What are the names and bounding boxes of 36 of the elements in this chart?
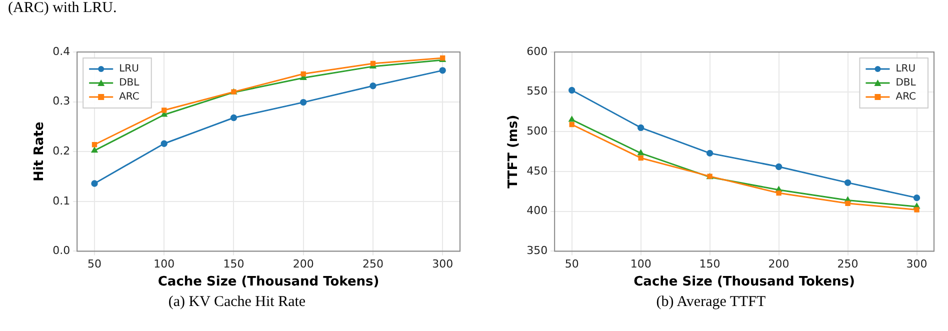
legend-label: ARC: [896, 92, 916, 103]
x-tick-label: 200: [768, 258, 790, 271]
y-tick-label: 350: [526, 244, 548, 258]
x-tick-label: 50: [88, 258, 102, 271]
x-tick-label: 250: [837, 258, 858, 271]
legend-label: DBL: [119, 78, 140, 89]
x-tick-label: 200: [292, 258, 314, 271]
text: (b) Average TTFT: [655, 294, 767, 311]
x-tick-label: 150: [699, 258, 720, 271]
y-tick-label: 400: [526, 204, 548, 218]
y-tick-label: 0.0: [52, 244, 70, 258]
x-axis-title: Cache Size (Thousand Tokens): [634, 274, 855, 290]
y-tick-label: 0.1: [52, 194, 70, 208]
legend-label: DBL: [896, 78, 916, 89]
x-tick-label: 250: [362, 258, 384, 271]
x-tick-label: 100: [154, 258, 175, 271]
text: (ARC) with LRU.: [8, 0, 117, 17]
y-tick-label: 500: [526, 124, 548, 138]
text: (a) KV Cache Hit Rate: [167, 294, 307, 311]
legend-label: ARC: [119, 92, 140, 103]
x-axis-title: Cache Size (Thousand Tokens): [158, 274, 380, 290]
x-tick-label: 150: [223, 258, 244, 271]
y-tick-label: 0.3: [52, 94, 70, 108]
y-tick-label: 0.4: [52, 44, 70, 58]
legend-label: LRU: [896, 64, 916, 75]
legend-label: LRU: [119, 64, 139, 75]
y-tick-label: 450: [526, 164, 548, 178]
y-axis-title: TTFT (ms): [506, 114, 522, 188]
y-axis-title: Hit Rate: [32, 121, 48, 182]
x-tick-label: 100: [630, 258, 652, 271]
x-tick-label: 300: [906, 258, 928, 271]
y-tick-label: 550: [526, 84, 548, 98]
y-tick-label: 600: [526, 44, 548, 58]
y-tick-label: 0.2: [52, 144, 70, 158]
x-tick-label: 50: [564, 258, 579, 271]
x-tick-label: 300: [432, 258, 454, 271]
